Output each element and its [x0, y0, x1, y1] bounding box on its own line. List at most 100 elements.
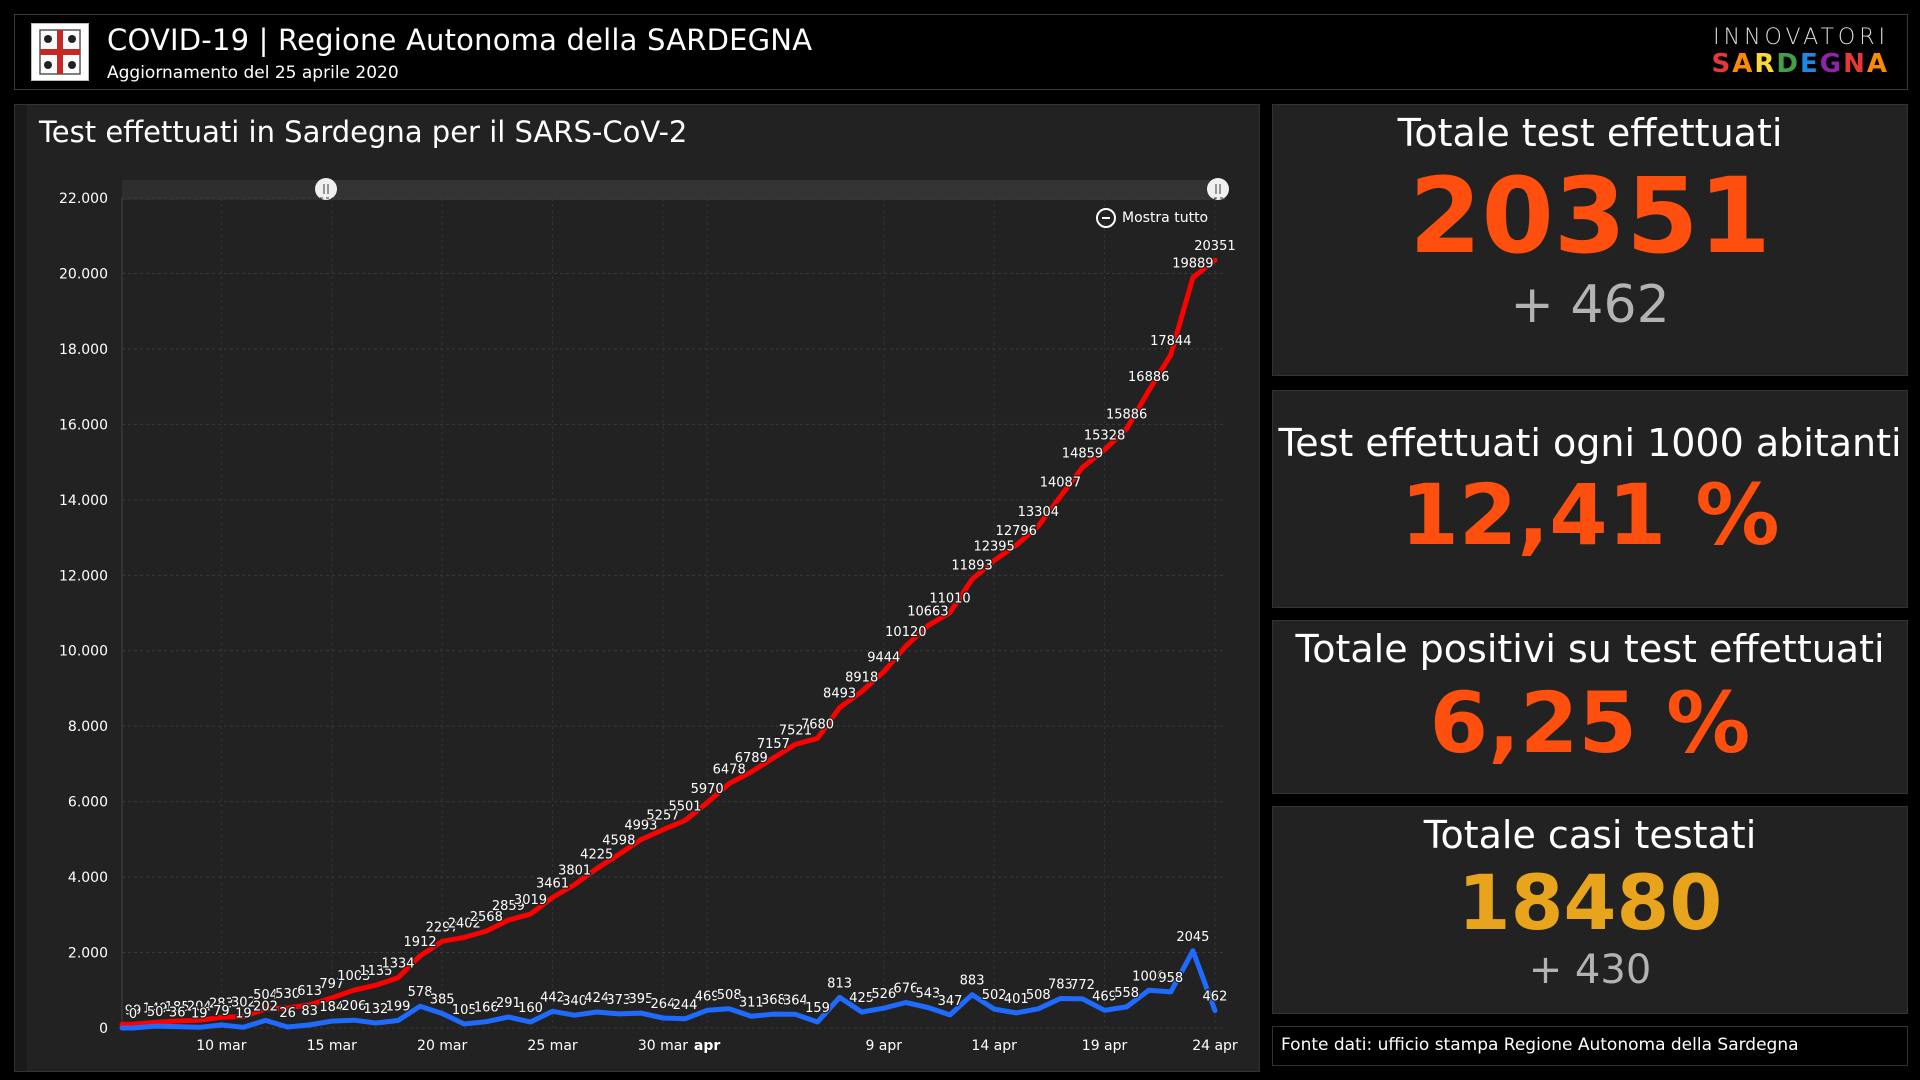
- data-label-test-giornalieri: 385: [430, 992, 455, 1007]
- data-label-totale-test: 283: [209, 996, 234, 1011]
- innovatori-sardegna-logo: INNOVATORI SARDEGNA: [1712, 25, 1889, 78]
- data-label-test-giornalieri: 783: [1048, 977, 1073, 992]
- brand-letter: S: [1711, 49, 1733, 79]
- data-label-totale-test: 7157: [757, 737, 790, 752]
- data-label-totale-test: 13304: [1018, 505, 1059, 520]
- data-label-totale-test: 15886: [1106, 408, 1147, 423]
- series-line-totale-test: [119, 257, 1218, 1027]
- chart-title: Test effettuati in Sardegna per il SARS-…: [39, 115, 688, 149]
- data-label-totale-test: 2859: [492, 899, 525, 914]
- data-label-totale-test: 3019: [514, 893, 547, 908]
- brand-letter: R: [1754, 49, 1777, 79]
- y-tick-label: 16.000: [59, 417, 108, 433]
- x-tick-label: 20 mar: [417, 1038, 467, 1054]
- data-label-test-giornalieri: 578: [408, 985, 433, 1000]
- data-label-test-giornalieri: 1000: [1132, 969, 1165, 984]
- data-label-test-giornalieri: 462: [1203, 990, 1228, 1005]
- y-tick-label: 12.000: [59, 568, 108, 584]
- y-tick-label: 20.000: [59, 266, 108, 282]
- card-total-tests-value: 20351: [1409, 155, 1771, 277]
- data-label-totale-test: 17844: [1150, 334, 1191, 349]
- y-tick-label: 4.000: [68, 870, 108, 886]
- data-label-test-giornalieri: 264: [651, 997, 676, 1012]
- data-label-test-giornalieri: 526: [871, 987, 896, 1002]
- brand-letter: A: [1732, 49, 1755, 79]
- range-selector-handle[interactable]: [1207, 178, 1229, 200]
- data-label-totale-test: 5970: [691, 782, 724, 797]
- brand-letter: G: [1819, 49, 1844, 79]
- x-tick-label: 9 apr: [865, 1038, 902, 1054]
- data-label-totale-test: 149: [143, 1001, 168, 1016]
- data-label-totale-test: 20351: [1194, 239, 1235, 254]
- data-label-totale-test: 4225: [580, 848, 613, 863]
- x-tick-label: 14 apr: [971, 1038, 1017, 1054]
- data-label-totale-test: 12796: [996, 524, 1037, 539]
- update-date: Aggiornamento del 25 aprile 2020: [107, 63, 399, 83]
- data-label-test-giornalieri: 502: [982, 988, 1007, 1003]
- data-label-test-giornalieri: 508: [1026, 988, 1051, 1003]
- data-label-test-giornalieri: 347: [938, 994, 963, 1009]
- data-source-note: Fonte dati: ufficio stampa Regione Auton…: [1272, 1026, 1908, 1066]
- range-selector-handle[interactable]: [315, 178, 337, 200]
- data-label-test-giornalieri: 199: [386, 999, 411, 1014]
- data-label-totale-test: 3461: [536, 876, 569, 891]
- data-label-test-giornalieri: 160: [518, 1001, 543, 1016]
- card-total-tests: Totale test effettuati 20351 + 462: [1272, 104, 1908, 376]
- data-label-totale-test: 14087: [1040, 476, 1081, 491]
- range-selector-window[interactable]: [326, 180, 1218, 200]
- data-label-totale-test: 10663: [907, 605, 948, 620]
- data-label-test-giornalieri: 311: [739, 995, 764, 1010]
- data-label-totale-test: 4598: [602, 834, 635, 849]
- sardinia-crest-logo: [31, 23, 89, 81]
- data-label-totale-test: 11010: [929, 592, 970, 607]
- data-label-totale-test: 797: [319, 977, 344, 992]
- data-label-totale-test: 613: [297, 984, 322, 999]
- data-label-totale-test: 5501: [668, 799, 701, 814]
- x-tick-label: 15 mar: [307, 1038, 357, 1054]
- brand-bottom-text: SARDEGNA: [1712, 50, 1889, 78]
- x-tick-label: 10 mar: [196, 1038, 246, 1054]
- brand-letter: A: [1866, 49, 1889, 79]
- data-label-test-giornalieri: 132: [364, 1002, 389, 1017]
- data-label-test-giornalieri: 50: [147, 1005, 164, 1020]
- card-total-tests-title: Totale test effettuati: [1397, 111, 1783, 155]
- brand-letter: E: [1800, 49, 1820, 79]
- data-label-totale-test: 8918: [845, 671, 878, 686]
- data-label-test-giornalieri: 83: [301, 1004, 318, 1019]
- card-cases-tested-title: Totale casi testati: [1423, 813, 1757, 857]
- data-label-test-giornalieri: 543: [916, 987, 941, 1002]
- data-label-test-giornalieri: 373: [606, 993, 631, 1008]
- data-label-totale-test: 2297: [426, 920, 459, 935]
- data-label-test-giornalieri: 184: [319, 1000, 344, 1015]
- show-all-button[interactable]: Mostra tutto: [1096, 208, 1208, 232]
- data-label-totale-test: 8493: [823, 687, 856, 702]
- data-label-totale-test: 16886: [1128, 370, 1169, 385]
- data-label-test-giornalieri: 206: [341, 999, 366, 1014]
- data-label-test-giornalieri: 202: [253, 999, 278, 1014]
- data-label-test-giornalieri: 19: [235, 1006, 252, 1021]
- data-label-totale-test: 185: [165, 1000, 190, 1015]
- data-label-test-giornalieri: 159: [805, 1001, 830, 1016]
- chart-panel-edge: [15, 105, 27, 1071]
- data-label-totale-test: 3801: [558, 864, 591, 879]
- data-label-totale-test: 12395: [973, 539, 1014, 554]
- y-tick-label: 10.000: [59, 644, 108, 660]
- data-label-test-giornalieri: 364: [783, 993, 808, 1008]
- data-label-test-giornalieri: 19: [191, 1006, 208, 1021]
- data-label-test-giornalieri: 772: [1070, 978, 1095, 993]
- data-label-test-giornalieri: 469: [1092, 989, 1117, 1004]
- card-cases-tested-value: 18480: [1457, 858, 1723, 947]
- show-all-label: Mostra tutto: [1122, 210, 1209, 226]
- data-label-totale-test: 302: [231, 996, 256, 1011]
- data-label-test-giornalieri: 291: [496, 996, 521, 1011]
- zoom-out-icon: [1096, 208, 1116, 228]
- data-label-test-giornalieri: 244: [673, 998, 698, 1013]
- card-cases-tested: Totale casi testati 18480 + 430: [1272, 806, 1908, 1014]
- data-label-totale-test: 7521: [779, 723, 812, 738]
- y-tick-label: 22.000: [59, 191, 108, 207]
- y-tick-label: 8.000: [68, 719, 108, 735]
- data-label-test-giornalieri: 676: [893, 981, 918, 996]
- y-tick-label: 6.000: [68, 795, 108, 811]
- brand-letter: D: [1776, 49, 1800, 79]
- data-label-test-giornalieri: 883: [960, 974, 985, 989]
